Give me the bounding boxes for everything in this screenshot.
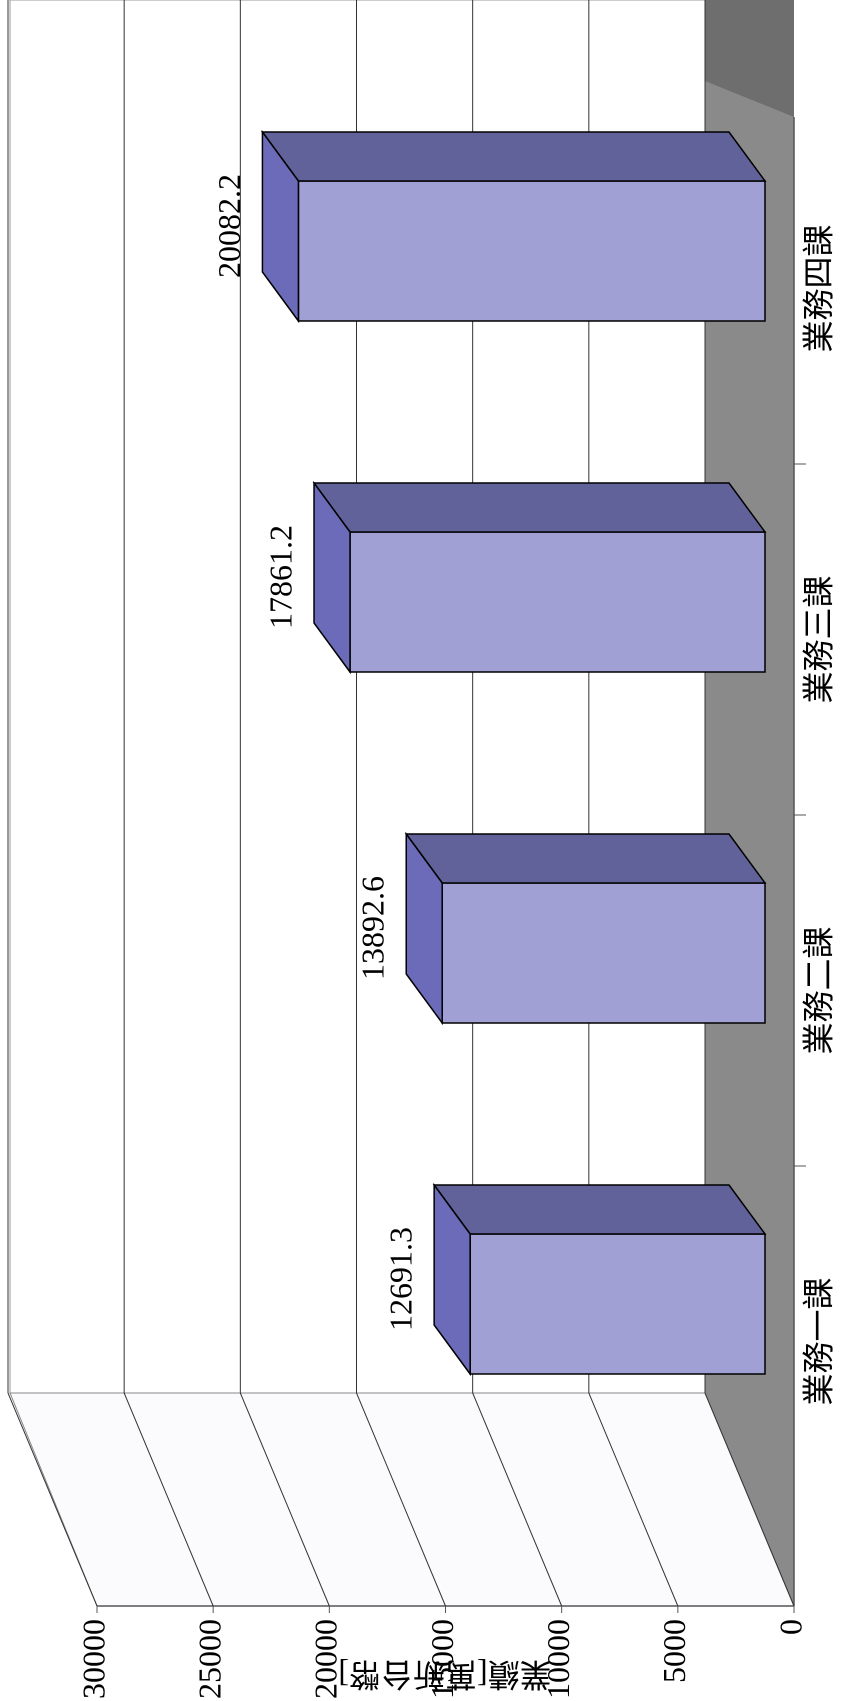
bar-side [406,834,765,883]
bar-side [314,483,765,532]
chart-area: 業績[萬新台幣] 050001000015000200002500030000業… [8,0,836,1699]
y-tick-label: 10000 [540,1619,576,1699]
side-wall [10,1393,794,1606]
bar [470,1234,765,1374]
bar [298,181,765,321]
bar-side [434,1185,765,1234]
page: 業績[萬新台幣] 050001000015000200002500030000業… [0,0,847,1701]
y-tick-label: 20000 [308,1619,344,1699]
bar [350,532,765,672]
y-tick-label: 0 [772,1619,808,1635]
x-tick-label: 業務二課 [800,926,836,1054]
y-tick-label: 30000 [75,1619,111,1699]
chart: 業績[萬新台幣] 050001000015000200002500030000業… [0,0,847,1701]
x-tick-label: 業務一課 [800,1277,836,1405]
x-tick-label: 業務四課 [800,224,836,352]
bar [442,883,765,1023]
x-tick-label: 業務三課 [800,575,836,703]
bar-side [262,132,765,181]
value-label: 20082.2 [211,174,247,278]
value-label: 17861.2 [262,525,298,629]
y-tick-label: 15000 [424,1619,460,1699]
value-label: 12691.3 [382,1227,418,1331]
y-tick-label: 5000 [656,1619,692,1683]
y-tick-label: 25000 [192,1619,228,1699]
value-label: 13892.6 [355,876,391,980]
